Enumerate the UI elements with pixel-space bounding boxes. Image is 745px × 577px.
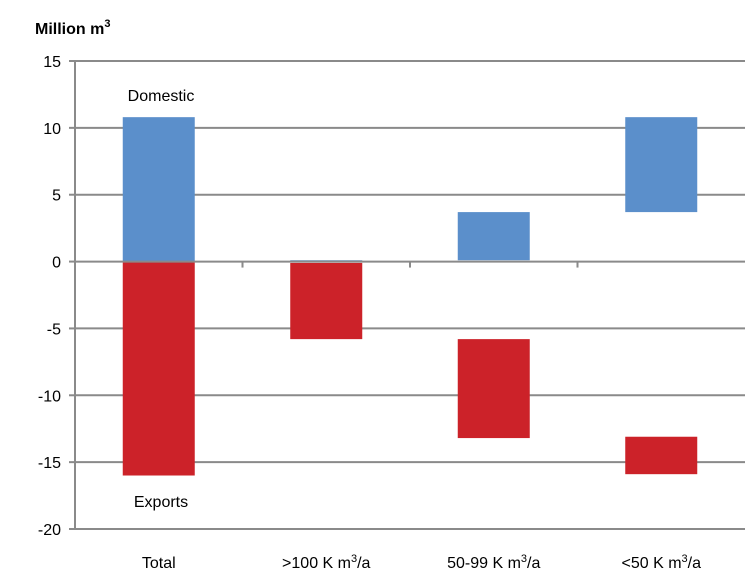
bar-exports xyxy=(290,262,363,340)
x-category-label: Total xyxy=(142,555,176,572)
y-tick-labels: 15 10 5 0 -5 -10 -15 -20 xyxy=(38,54,61,539)
x-category-labels: Total >100 K m3/a 50-99 K m3/a <50 K m3/a xyxy=(142,553,701,572)
y-tick-label: -20 xyxy=(38,522,61,539)
y-tick-label: -15 xyxy=(38,455,61,472)
axes xyxy=(69,60,745,530)
y-tick-label: 5 xyxy=(52,188,61,205)
bar-exports xyxy=(625,436,698,475)
y-tick-label: 10 xyxy=(43,121,61,138)
bar-exports xyxy=(457,339,530,439)
x-category-label: <50 K m3/a xyxy=(622,553,702,572)
bars xyxy=(122,117,698,476)
y-tick-label: -10 xyxy=(38,388,61,405)
y-unit-label: Million m3 xyxy=(35,18,110,38)
y-tick-label: 0 xyxy=(52,255,61,272)
y-tick-label: 15 xyxy=(43,54,61,71)
bar-domestic xyxy=(625,117,698,213)
bar-domestic xyxy=(122,117,195,262)
bar-exports xyxy=(122,261,195,476)
domestic-annotation: Domestic xyxy=(128,88,195,105)
x-category-label: >100 K m3/a xyxy=(282,553,371,572)
y-tick-label: -5 xyxy=(47,321,61,338)
x-category-label: 50-99 K m3/a xyxy=(447,553,540,572)
bar-domestic xyxy=(457,212,530,261)
exports-annotation: Exports xyxy=(134,494,188,511)
